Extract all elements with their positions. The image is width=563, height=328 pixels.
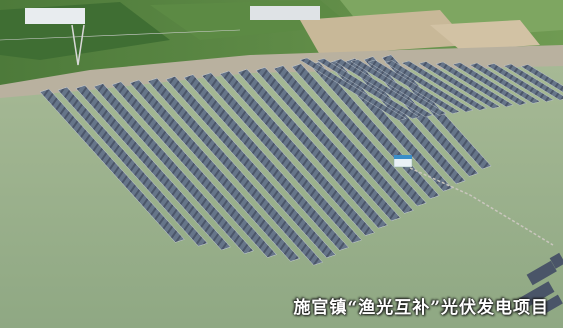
control-house [393, 157, 413, 168]
solar-panel-row [129, 79, 301, 262]
solar-panel-row [486, 63, 554, 103]
solar-panel-row [165, 76, 337, 259]
solar-panel-row [299, 57, 407, 121]
solar-panel-row [418, 61, 501, 109]
solar-panel-row [316, 58, 420, 120]
solar-panel-row [39, 88, 185, 243]
solar-panel-row [435, 61, 514, 108]
solar-panel-row [367, 59, 461, 114]
solar-panel-row [255, 67, 401, 222]
power-pylon [71, 24, 85, 66]
solar-panel-row [384, 60, 474, 113]
solar-panel-row [345, 58, 466, 185]
solar-panel-row [503, 63, 563, 101]
control-house-roof [394, 155, 412, 159]
solar-panel-row [75, 85, 231, 251]
solar-panel-cluster [519, 252, 563, 315]
solar-panel-row [333, 58, 434, 118]
solar-panel-row [291, 63, 427, 207]
solar-panel-row [111, 81, 277, 258]
solar-panel-row [219, 70, 375, 236]
solar-panel-row [452, 62, 528, 106]
power-line [0, 29, 241, 41]
solar-panel-row [183, 74, 349, 251]
photo-caption: 施官镇“渔光互补”光伏发电项目 [293, 298, 549, 318]
dirt-field [430, 20, 540, 50]
solar-panel-row [57, 86, 208, 247]
solar-panel-row [350, 59, 447, 116]
solar-panel-row [469, 62, 541, 104]
solar-panel-row [273, 65, 414, 214]
walkway [409, 167, 554, 246]
solar-panel-row [237, 68, 388, 229]
solar-panel-row [401, 60, 487, 111]
building [250, 6, 320, 20]
solar-panel-row [201, 72, 362, 244]
dirt-field [300, 10, 470, 55]
solar-panel-row [147, 77, 324, 266]
solar-panel-row [520, 64, 563, 93]
solar-panel-row [93, 83, 254, 255]
building [25, 8, 85, 24]
